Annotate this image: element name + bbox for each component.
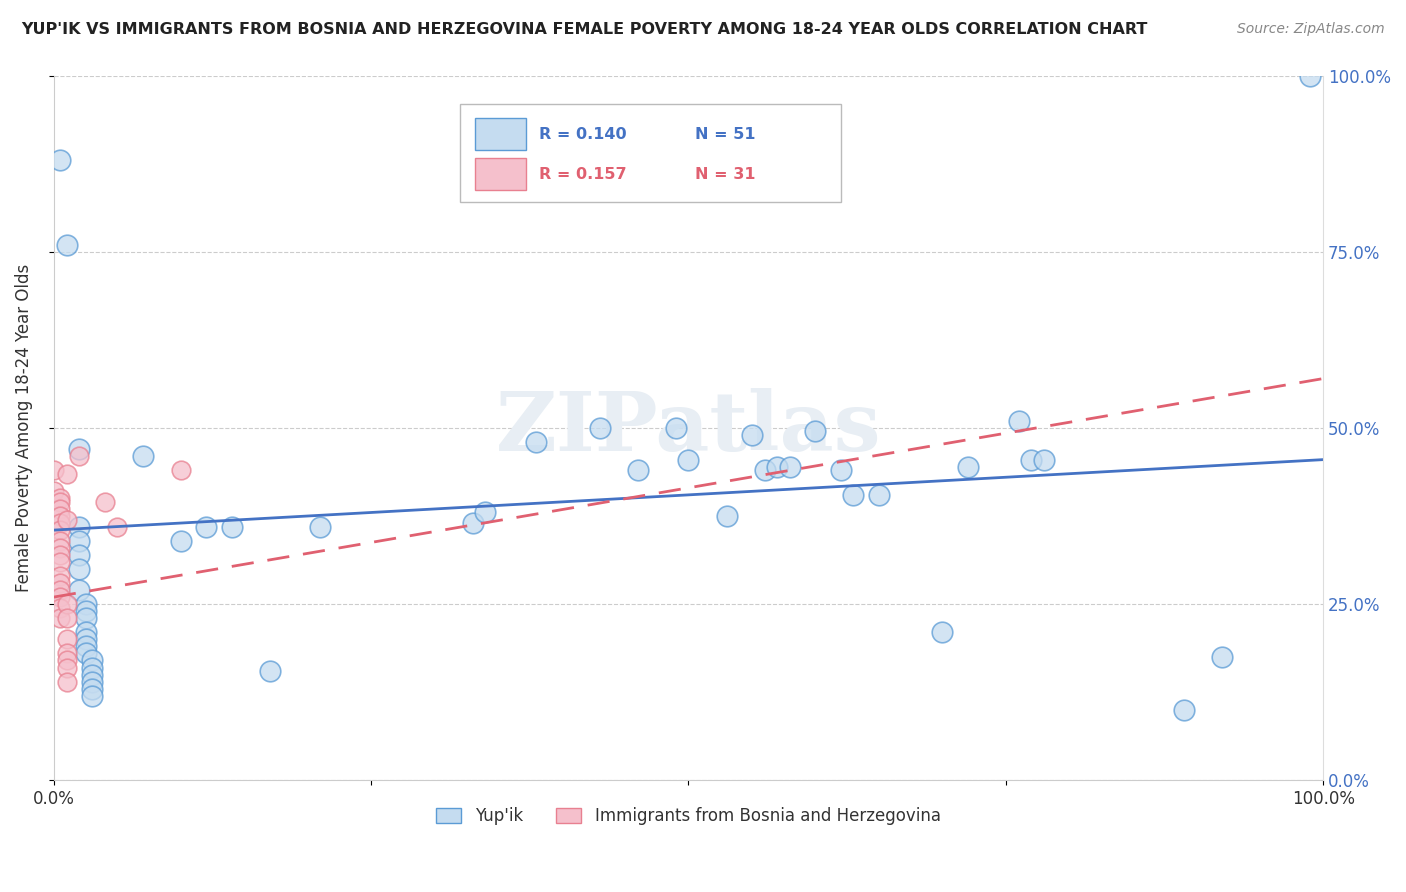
- Point: [830, 463, 852, 477]
- Point: [49, 611, 72, 625]
- Point: [55, 512, 77, 526]
- Point: [716, 508, 738, 523]
- Point: [75, 632, 97, 647]
- FancyBboxPatch shape: [475, 158, 526, 190]
- Point: [67, 519, 90, 533]
- Point: [309, 519, 332, 533]
- Point: [67, 548, 90, 562]
- Point: [754, 463, 776, 477]
- Point: [170, 463, 193, 477]
- Point: [931, 625, 953, 640]
- Point: [67, 449, 90, 463]
- Point: [67, 562, 90, 576]
- Text: R = 0.140: R = 0.140: [538, 127, 626, 142]
- Point: [55, 467, 77, 481]
- Point: [766, 459, 789, 474]
- Point: [49, 555, 72, 569]
- Point: [49, 153, 72, 167]
- Point: [49, 590, 72, 604]
- Point: [49, 541, 72, 555]
- Point: [461, 516, 484, 530]
- Point: [93, 495, 115, 509]
- Point: [55, 674, 77, 689]
- Point: [1299, 69, 1322, 83]
- Text: ZIPatlas: ZIPatlas: [496, 388, 882, 468]
- Point: [804, 425, 827, 439]
- Point: [105, 519, 128, 533]
- Legend: Yup'ik, Immigrants from Bosnia and Herzegovina: Yup'ik, Immigrants from Bosnia and Herze…: [436, 807, 941, 825]
- Point: [956, 459, 979, 474]
- Point: [524, 435, 547, 450]
- Text: Source: ZipAtlas.com: Source: ZipAtlas.com: [1237, 22, 1385, 37]
- Point: [49, 600, 72, 615]
- Point: [259, 664, 281, 678]
- Point: [588, 421, 610, 435]
- Point: [80, 674, 103, 689]
- Point: [1173, 703, 1195, 717]
- Point: [49, 508, 72, 523]
- Point: [67, 582, 90, 597]
- FancyBboxPatch shape: [460, 103, 841, 202]
- Text: N = 51: N = 51: [695, 127, 755, 142]
- Point: [49, 523, 72, 537]
- Point: [49, 576, 72, 591]
- Point: [1032, 452, 1054, 467]
- Point: [67, 533, 90, 548]
- Point: [49, 569, 72, 583]
- Point: [779, 459, 801, 474]
- Point: [221, 519, 243, 533]
- Point: [42, 484, 65, 499]
- Text: R = 0.157: R = 0.157: [538, 167, 626, 182]
- Point: [55, 647, 77, 661]
- Point: [842, 488, 865, 502]
- Text: N = 31: N = 31: [695, 167, 755, 182]
- Point: [80, 667, 103, 681]
- Point: [80, 653, 103, 667]
- Point: [195, 519, 218, 533]
- Point: [741, 428, 763, 442]
- Point: [1007, 414, 1029, 428]
- Point: [49, 495, 72, 509]
- Point: [55, 611, 77, 625]
- Point: [75, 597, 97, 611]
- Point: [80, 660, 103, 674]
- Point: [49, 516, 72, 530]
- Y-axis label: Female Poverty Among 18-24 Year Olds: Female Poverty Among 18-24 Year Olds: [15, 264, 32, 592]
- Point: [55, 653, 77, 667]
- Point: [49, 502, 72, 516]
- Point: [627, 463, 650, 477]
- Point: [75, 604, 97, 618]
- Point: [42, 463, 65, 477]
- Point: [55, 660, 77, 674]
- Point: [80, 689, 103, 703]
- Text: YUP'IK VS IMMIGRANTS FROM BOSNIA AND HERZEGOVINA FEMALE POVERTY AMONG 18-24 YEAR: YUP'IK VS IMMIGRANTS FROM BOSNIA AND HER…: [21, 22, 1147, 37]
- Point: [665, 421, 688, 435]
- Point: [55, 237, 77, 252]
- Point: [474, 506, 496, 520]
- Point: [75, 647, 97, 661]
- Point: [67, 442, 90, 456]
- Point: [75, 640, 97, 654]
- Point: [55, 632, 77, 647]
- Point: [170, 533, 193, 548]
- Point: [49, 491, 72, 506]
- Point: [678, 452, 700, 467]
- Point: [868, 488, 890, 502]
- Point: [131, 449, 153, 463]
- Point: [75, 625, 97, 640]
- Point: [49, 533, 72, 548]
- Point: [55, 597, 77, 611]
- Point: [1211, 650, 1233, 665]
- Point: [80, 681, 103, 696]
- Point: [49, 548, 72, 562]
- Point: [49, 582, 72, 597]
- Point: [1019, 452, 1042, 467]
- Point: [75, 611, 97, 625]
- FancyBboxPatch shape: [475, 118, 526, 150]
